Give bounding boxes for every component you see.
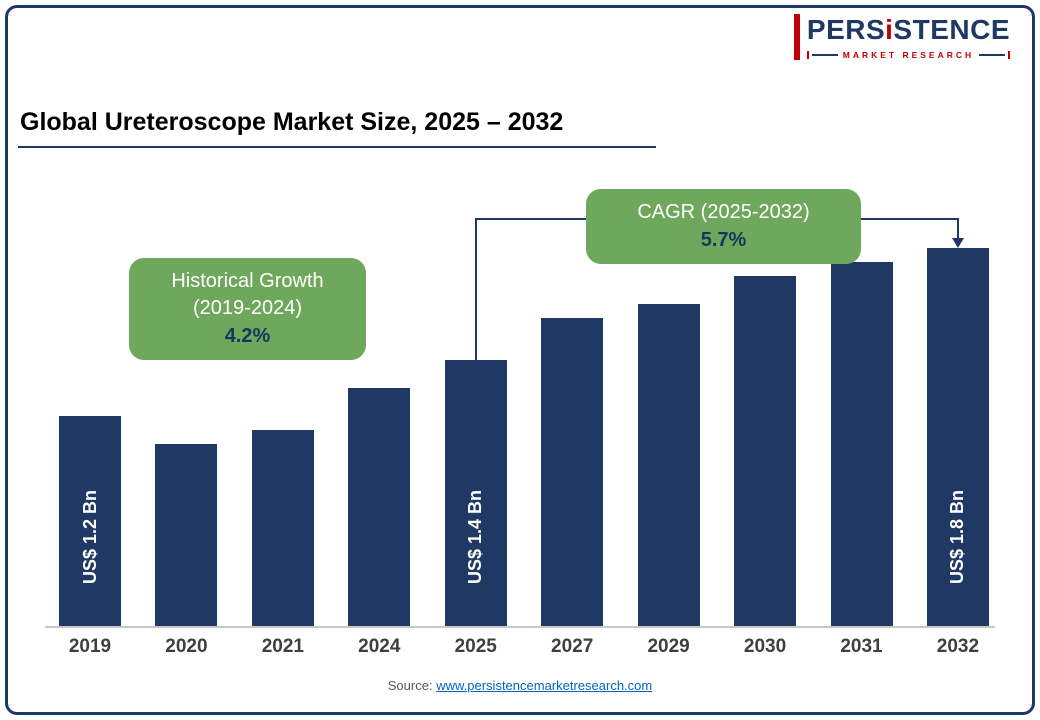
bar-value-label: US$ 1.4 Bn (465, 489, 486, 584)
bar-2029 (637, 304, 700, 626)
cagr-badge: CAGR (2025-2032) 5.7% (586, 189, 861, 264)
bar-value-label: US$ 1.2 Bn (79, 489, 100, 584)
logo-right-line (979, 54, 1005, 56)
logo-text-block: PERSiSTENCE MARKET RESEARCH (806, 14, 1010, 60)
source-link[interactable]: www.persistencemarketresearch.com (436, 678, 653, 693)
source-row: Source: www.persistencemarketresearch.co… (0, 678, 1040, 693)
logo-left-line (811, 54, 838, 56)
logo-part2: STENCE (893, 14, 1010, 45)
x-axis-label: 2032 (936, 636, 980, 657)
x-axis-label: 2029 (647, 636, 690, 657)
logo-right-tick (1008, 51, 1010, 59)
connector-arrowhead-icon (951, 238, 964, 248)
x-axis-labels: 2019 2020 2021 2024 2025 2027 2029 2030 2031 2032 (45, 636, 995, 658)
logo-part1: PERS (806, 14, 886, 45)
x-axis-label: 2031 (840, 636, 883, 657)
cagr-value: 5.7% (700, 229, 747, 251)
historical-growth-value: 4.2% (224, 325, 271, 347)
x-axis-label: 2025 (454, 636, 497, 657)
historical-growth-badge: Historical Growth (2019-2024) 4.2% (129, 258, 366, 360)
x-axis-label: 2020 (165, 636, 208, 657)
logo-subtitle: MARKET RESEARCH (842, 50, 975, 60)
historical-growth-line1: Historical Growth (171, 270, 324, 292)
historical-growth-line2: (2019-2024) (193, 297, 302, 319)
connector-vertical-end (956, 218, 959, 238)
title-underline (18, 146, 656, 148)
x-axis-label: 2019 (68, 636, 112, 657)
bar-2032: US$ 1.8 Bn (926, 248, 989, 626)
bar-value-label: US$ 1.8 Bn (947, 489, 968, 584)
logo-subtitle-row: MARKET RESEARCH (806, 50, 1010, 60)
bar-2024 (348, 388, 411, 626)
x-axis-label: 2027 (551, 636, 594, 657)
bar-2025: US$ 1.4 Bn (444, 360, 507, 626)
logo-red-i: i (885, 14, 894, 45)
bar-2019: US$ 1.2 Bn (59, 416, 121, 626)
page-title: Global Ureteroscope Market Size, 2025 – … (20, 108, 564, 136)
bars-row: US$ 1.2 Bn US$ 1.4 Bn US$ 1.8 Bn (45, 185, 995, 628)
connector-vertical-start (474, 218, 477, 360)
bar-2020 (155, 444, 218, 626)
bar-2030 (734, 276, 797, 626)
bar-2021 (251, 430, 314, 626)
source-label: Source: (387, 678, 433, 693)
x-axis-label: 2021 (261, 636, 305, 657)
x-axis-label: 2024 (358, 636, 401, 657)
persistence-logo: PERSiSTENCE MARKET RESEARCH (793, 14, 1010, 60)
bar-2027 (541, 318, 604, 626)
x-axis-label: 2030 (743, 636, 787, 657)
cagr-line1: CAGR (2025-2032) (637, 201, 810, 223)
logo-wordmark: PERSiSTENCE (807, 14, 1010, 46)
bar-2031 (830, 262, 893, 626)
logo-red-bar (793, 14, 800, 60)
logo-left-tick (806, 51, 809, 59)
